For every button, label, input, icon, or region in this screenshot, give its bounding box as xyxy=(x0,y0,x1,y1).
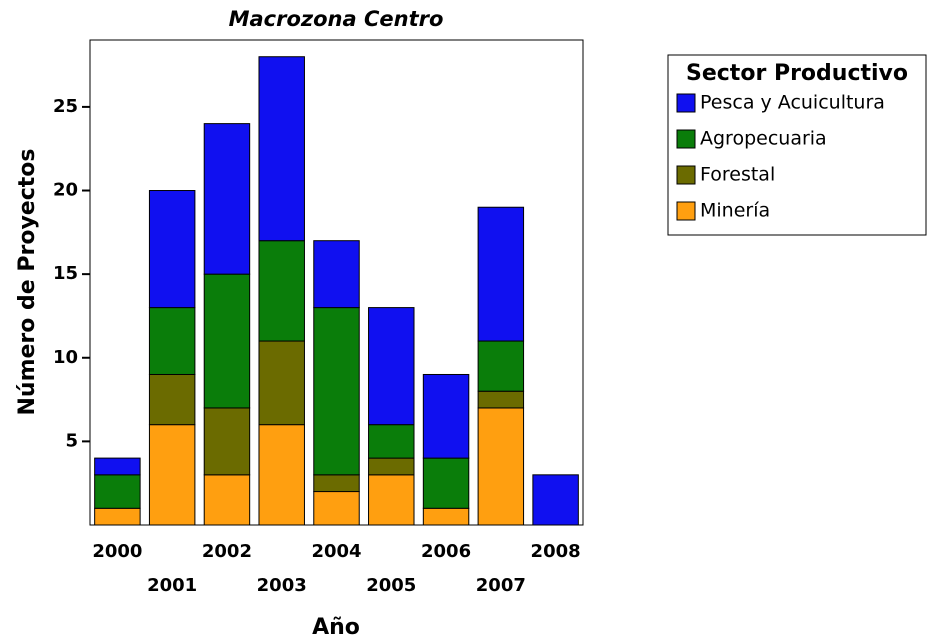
legend-title: Sector Productivo xyxy=(686,61,908,86)
y-tick-label: 10 xyxy=(53,347,78,368)
y-axis-label: Número de Proyectos xyxy=(15,149,40,416)
bar-segment xyxy=(258,424,305,526)
bar-segment xyxy=(258,240,305,342)
bar-segment xyxy=(148,307,196,375)
chart-title: Macrozona Centro xyxy=(229,7,444,31)
bar-segment xyxy=(203,273,251,409)
x-tick-label: 2003 xyxy=(257,575,307,596)
x-tick-label: 2004 xyxy=(311,541,361,562)
x-tick-label: 2008 xyxy=(531,541,581,562)
x-tick-label: 2000 xyxy=(92,541,142,562)
legend-label: Forestal xyxy=(700,164,775,186)
bar-segment xyxy=(148,424,196,526)
legend-swatch xyxy=(676,93,696,113)
x-tick-label: 2002 xyxy=(202,541,252,562)
bar-segment xyxy=(477,340,525,392)
x-tick-label: 2005 xyxy=(366,575,416,596)
y-tick-label: 20 xyxy=(53,180,78,201)
bar-segment xyxy=(422,507,470,526)
legend-label: Minería xyxy=(700,200,770,222)
legend-swatch xyxy=(676,165,696,185)
legend-label: Pesca y Acuicultura xyxy=(700,92,885,114)
legend-swatch xyxy=(676,201,696,221)
bar-segment xyxy=(368,457,415,476)
bar-segment xyxy=(422,457,470,509)
bar-segment xyxy=(258,56,305,242)
bar-segment xyxy=(313,240,360,309)
bar-segment xyxy=(148,190,196,309)
x-tick-label: 2001 xyxy=(147,575,197,596)
legend-label: Agropecuaria xyxy=(700,128,827,150)
bar-segment xyxy=(368,307,415,426)
bar-segment xyxy=(477,206,525,342)
bar-segment xyxy=(94,474,141,509)
bar-segment xyxy=(203,123,251,275)
bar-segment xyxy=(313,474,360,493)
bar-segment xyxy=(477,390,525,409)
x-tick-label: 2006 xyxy=(421,541,471,562)
bar-segment xyxy=(94,507,141,526)
bar-segment xyxy=(313,307,360,476)
bar-segment xyxy=(368,474,415,526)
bar-segment xyxy=(203,474,251,526)
bar-segment xyxy=(94,457,141,476)
y-tick-label: 25 xyxy=(53,96,78,117)
x-axis-label: Año xyxy=(312,615,360,640)
bar-segment xyxy=(368,424,415,459)
bar-segment xyxy=(422,373,470,459)
bar-segment xyxy=(532,474,579,526)
bar-segment xyxy=(148,373,196,426)
y-tick-label: 5 xyxy=(65,430,78,451)
legend-swatch xyxy=(676,129,696,149)
bar-segment xyxy=(313,491,360,526)
y-tick-label: 15 xyxy=(53,263,78,284)
bar-segment xyxy=(477,407,525,526)
bar-segment xyxy=(258,340,305,426)
legend-frame xyxy=(667,54,927,236)
x-tick-label: 2007 xyxy=(476,575,526,596)
bar-segment xyxy=(203,407,251,476)
